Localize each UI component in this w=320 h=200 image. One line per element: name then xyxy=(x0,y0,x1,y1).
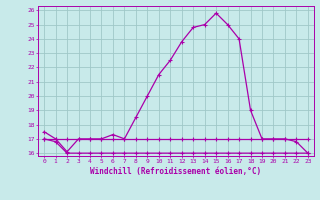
X-axis label: Windchill (Refroidissement éolien,°C): Windchill (Refroidissement éolien,°C) xyxy=(91,167,261,176)
